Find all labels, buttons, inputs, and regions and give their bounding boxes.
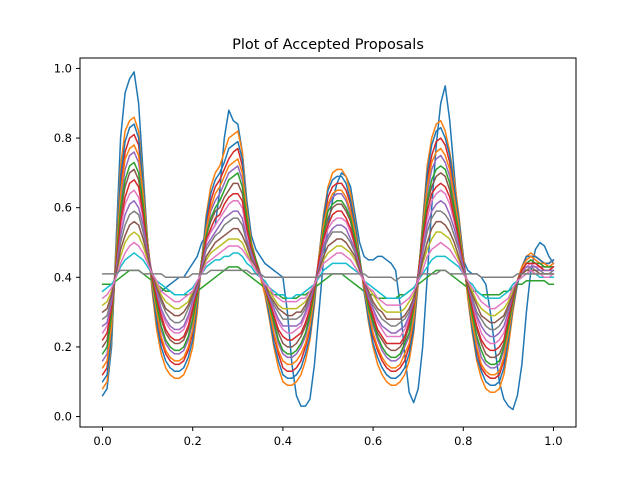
series-line-3 <box>101 266 555 299</box>
series-line-12 <box>101 144 555 376</box>
y-axis: 0.0 0.2 0.4 0.6 0.8 1.0 <box>54 61 80 424</box>
series-line-6 <box>101 168 555 359</box>
x-tick-label: 1.0 <box>544 434 562 448</box>
series-line-16 <box>101 220 555 324</box>
x-tick-label: 0.8 <box>454 434 472 448</box>
chart-title: Plot of Accepted Proposals <box>232 37 424 53</box>
series-line-18 <box>101 269 555 282</box>
y-tick-label: 0.4 <box>54 270 72 284</box>
y-tick-label: 0.2 <box>54 340 72 354</box>
series-line-8 <box>101 210 555 331</box>
series-line-17 <box>101 241 555 310</box>
x-tick-label: 0.4 <box>274 434 292 448</box>
series-line-2 <box>101 116 555 393</box>
series-layer <box>101 71 555 411</box>
series-line-7 <box>101 189 555 345</box>
y-tick-label: 0.0 <box>54 410 72 424</box>
series-line-11 <box>101 123 555 386</box>
x-tick-label: 0.6 <box>364 434 382 448</box>
series-line-14 <box>101 179 555 352</box>
series-line-9 <box>101 231 555 317</box>
y-tick-label: 1.0 <box>54 61 72 75</box>
series-line-10 <box>101 252 555 299</box>
series-line-4 <box>101 133 555 380</box>
x-axis: 0.0 0.2 0.4 0.6 0.8 1.0 <box>93 427 563 448</box>
series-line-13 <box>101 161 555 366</box>
x-tick-label: 0.0 <box>93 434 111 448</box>
plot-frame <box>79 57 577 428</box>
series-line-15 <box>101 199 555 338</box>
y-tick-label: 0.6 <box>54 201 72 215</box>
y-tick-label: 0.8 <box>54 131 72 145</box>
x-tick-label: 0.2 <box>184 434 202 448</box>
